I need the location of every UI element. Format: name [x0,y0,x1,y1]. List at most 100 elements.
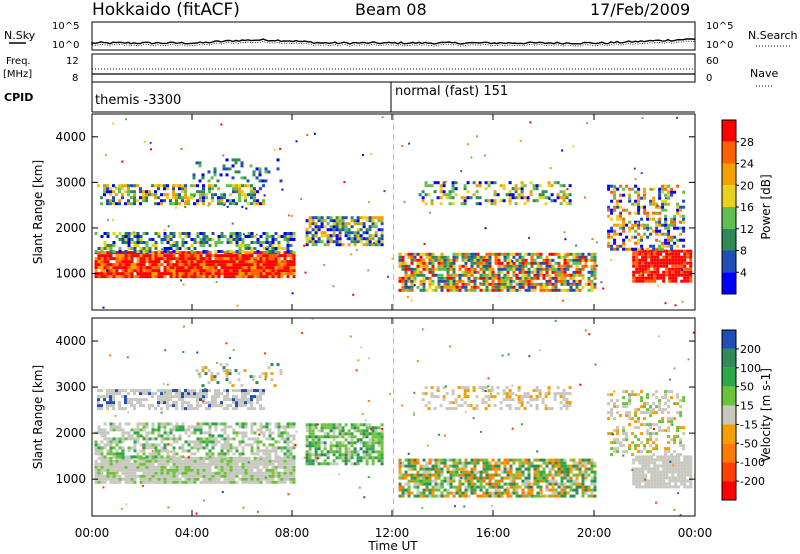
power-cell [208,184,211,188]
power-cell [250,272,254,276]
power-cell [619,205,623,209]
power-cell [637,187,641,191]
power-cell [187,263,191,267]
power-cell [650,276,654,280]
velocity-cell [470,482,474,486]
power-cell [464,252,468,256]
power-cell [286,260,290,264]
power-cell [659,276,663,280]
power-cell [557,288,561,292]
power-cell [121,235,125,238]
power-cell [461,258,465,262]
power-cell [665,249,669,253]
power-ytick-label: 2000 [55,221,86,235]
velocity-cell [223,395,226,399]
power-cell [350,225,354,229]
velocity-cell [208,440,212,444]
power-cell [536,282,540,286]
power-cell [136,254,140,258]
velocity-cell [467,461,471,465]
power-cell [112,266,116,270]
velocity-cell [347,456,351,460]
power-cell [661,199,665,203]
power-cell [256,266,260,270]
velocity-cell [133,431,137,435]
velocity-cell [109,456,113,460]
power-cell [563,231,566,234]
power-cell [208,251,212,255]
velocity-cell [443,476,447,480]
power-cell [658,187,662,191]
velocity-cell [521,461,525,465]
velocity-cell [199,443,203,447]
power-cell [634,220,638,224]
velocity-cell [485,491,489,495]
velocity-cell [491,458,495,462]
velocity-cell [199,404,202,408]
power-cell [229,250,233,253]
power-cell [142,260,146,264]
power-cell [202,199,205,203]
power-cell [217,238,221,241]
power-cell [506,252,510,256]
velocity-cell [461,470,465,474]
velocity-cell [154,407,157,411]
power-cell [533,258,537,262]
power-cell [455,258,459,262]
power-cell [440,285,444,289]
power-cell [250,184,253,188]
velocity-cell [250,401,253,405]
power-cell [464,288,468,292]
power-cell [172,193,175,197]
power-cell [676,226,680,230]
power-cell [674,261,678,265]
power-cell [332,228,336,232]
velocity-cell [190,474,194,478]
velocity-cell [265,468,269,472]
power-cell [644,252,648,256]
velocity-cell [208,474,212,478]
power-cell [232,199,235,203]
velocity-cell [136,389,139,393]
power-cell [169,235,173,238]
velocity-cell [220,437,224,441]
power-cell [94,266,98,270]
velocity-cell [142,477,146,481]
velocity-cell [359,447,363,451]
power-cell [523,184,527,188]
velocity-cell [217,468,221,472]
power-cell [575,282,579,286]
power-cell [365,243,369,247]
power-cell [497,261,501,265]
power-cell [208,269,212,273]
velocity-cell [202,446,206,450]
power-cell [215,280,218,283]
power-cell [247,263,251,267]
power-cell [275,264,277,267]
power-cell [434,255,438,259]
power-cell [124,232,128,235]
power-cell [437,285,441,289]
velocity-cell [196,428,200,432]
velocity-cell [518,485,522,489]
power-cell [271,250,275,253]
velocity-cell [112,477,116,481]
power-cell [641,264,645,268]
velocity-cell [205,392,208,396]
power-cell [560,270,564,274]
power-cell [211,263,215,267]
power-cell [631,235,635,239]
power-cell [202,257,206,261]
power-cell [473,285,477,289]
power-cell [566,267,570,271]
velocity-cell [211,401,214,405]
power-cell [452,267,456,271]
velocity-cell [97,398,100,402]
power-ytick-label: 3000 [55,175,86,189]
power-cell [292,238,296,241]
velocity-cell [109,395,112,399]
power-cell [163,184,166,188]
power-cell [653,270,657,274]
velocity-cell [172,434,176,438]
power-cell [542,267,546,271]
